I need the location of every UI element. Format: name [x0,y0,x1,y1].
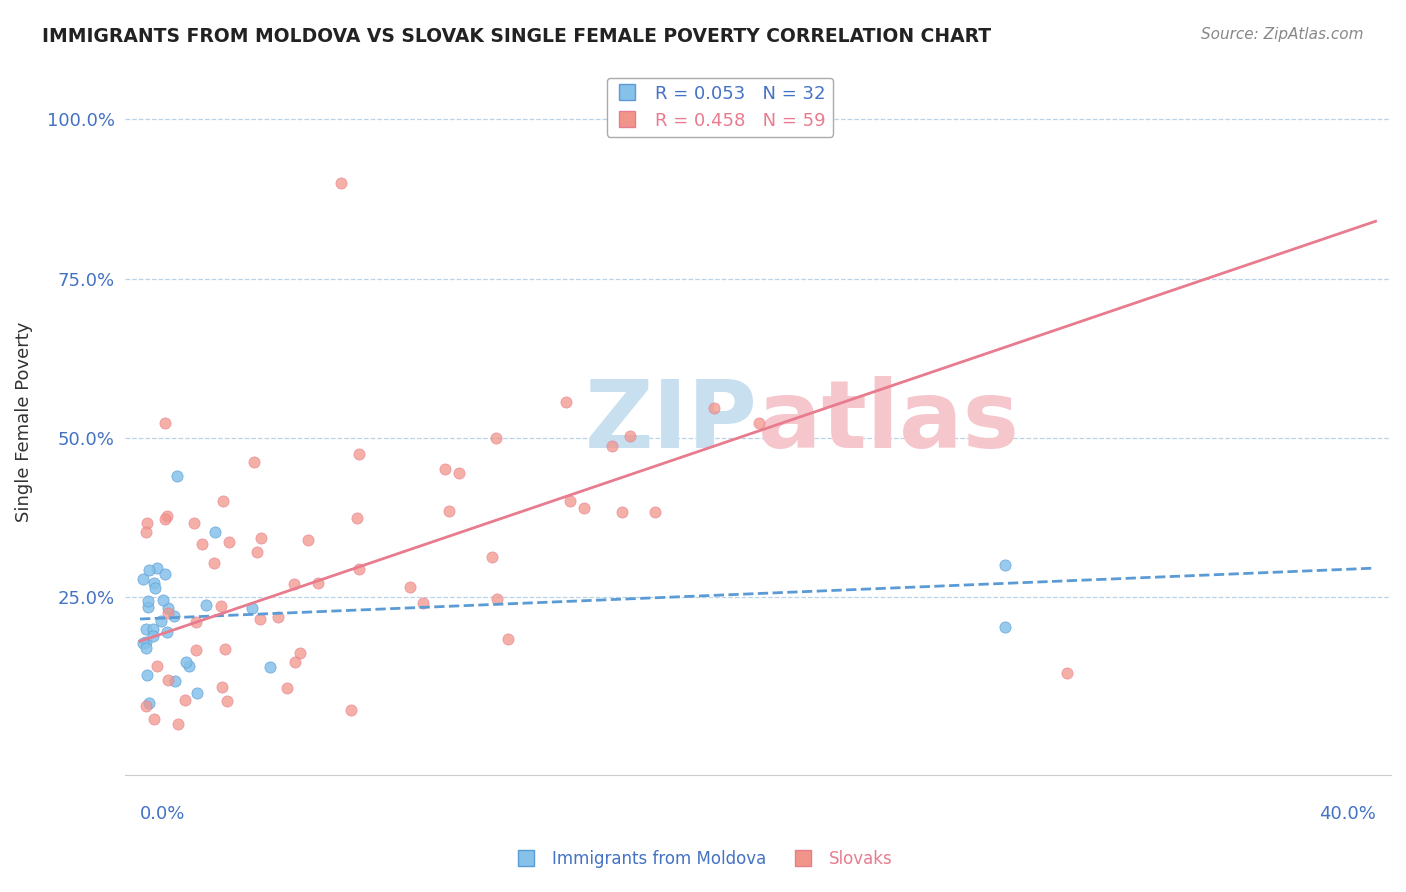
Y-axis label: Single Female Poverty: Single Female Poverty [15,321,32,522]
Point [498,632,520,646]
Point [612,505,634,519]
Text: atlas: atlas [758,376,1019,467]
Point [132,572,155,586]
Legend: Immigrants from Moldova, Slovaks: Immigrants from Moldova, Slovaks [506,844,900,875]
Point [267,610,290,624]
Point [167,717,190,731]
Point [555,395,578,409]
Point [249,531,271,545]
Point [340,703,363,717]
Point [177,659,200,673]
Point [166,468,188,483]
Point [183,516,205,530]
Point [136,599,159,614]
Point [243,455,266,469]
Point [399,580,422,594]
Point [146,658,169,673]
Point [138,563,160,577]
Text: IMMIGRANTS FROM MOLDOVA VS SLOVAK SINGLE FEMALE POVERTY CORRELATION CHART: IMMIGRANTS FROM MOLDOVA VS SLOVAK SINGLE… [42,27,991,45]
Point [202,556,225,570]
Point [215,694,238,708]
Point [204,524,226,539]
Point [136,668,159,682]
Point [748,416,770,430]
Point [142,629,165,643]
Point [284,655,307,669]
Point [186,686,208,700]
Point [349,561,371,575]
Point [211,494,233,508]
Point [184,642,207,657]
Point [174,655,197,669]
Point [447,466,470,480]
Point [143,712,166,726]
Point [135,622,157,636]
Text: 40.0%: 40.0% [1319,805,1375,823]
Text: ZIP: ZIP [585,376,758,467]
Point [412,596,434,610]
Point [600,439,623,453]
Point [347,447,370,461]
Point [191,537,214,551]
Point [283,577,305,591]
Point [132,635,155,649]
Point [1056,666,1078,681]
Point [135,640,157,655]
Point [155,416,177,430]
Point [276,681,298,695]
Point [433,461,456,475]
Point [135,635,157,649]
Point [136,516,159,530]
Point [156,600,179,615]
Point [195,598,218,612]
Point [329,176,352,190]
Text: 0.0%: 0.0% [141,805,186,823]
Point [173,693,195,707]
Point [186,615,208,629]
Point [240,601,263,615]
Point [481,550,503,565]
Point [619,429,641,443]
Point [558,494,581,508]
Point [485,592,508,607]
Point [249,612,271,626]
Point [138,696,160,710]
Point [288,646,311,660]
Point [156,673,179,687]
Point [346,511,368,525]
Point [644,505,666,519]
Point [163,608,186,623]
Point [994,558,1017,572]
Point [209,599,232,614]
Point [485,430,508,444]
Point [152,593,174,607]
Point [572,501,595,516]
Point [146,561,169,575]
Point [307,576,329,591]
Point [165,673,187,688]
Point [218,534,240,549]
Point [142,575,165,590]
Point [156,509,179,524]
Point [156,607,179,621]
Point [153,566,176,581]
Text: Source: ZipAtlas.com: Source: ZipAtlas.com [1201,27,1364,42]
Point [156,625,179,640]
Legend: R = 0.053   N = 32, R = 0.458   N = 59: R = 0.053 N = 32, R = 0.458 N = 59 [606,78,834,137]
Point [135,698,157,713]
Point [136,594,159,608]
Point [150,614,173,628]
Point [142,622,165,636]
Point [153,511,176,525]
Point [703,401,725,415]
Point [135,524,157,539]
Point [297,533,319,547]
Point [259,660,281,674]
Point [246,544,269,558]
Point [211,680,233,694]
Point [439,504,461,518]
Point [214,642,236,657]
Point [145,581,167,595]
Point [994,620,1017,634]
